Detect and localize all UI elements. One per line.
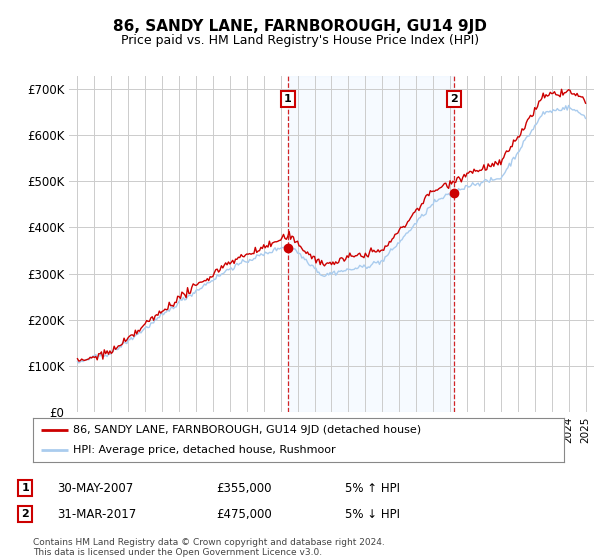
Text: Price paid vs. HM Land Registry's House Price Index (HPI): Price paid vs. HM Land Registry's House …: [121, 34, 479, 47]
Text: 86, SANDY LANE, FARNBOROUGH, GU14 9JD: 86, SANDY LANE, FARNBOROUGH, GU14 9JD: [113, 20, 487, 34]
Text: 2: 2: [22, 509, 29, 519]
Text: 5% ↑ HPI: 5% ↑ HPI: [345, 482, 400, 495]
Text: £355,000: £355,000: [216, 482, 271, 495]
Text: HPI: Average price, detached house, Rushmoor: HPI: Average price, detached house, Rush…: [73, 445, 335, 455]
Text: 1: 1: [22, 483, 29, 493]
Text: 1: 1: [284, 94, 292, 104]
Bar: [288, 76, 454, 412]
Text: 30-MAY-2007: 30-MAY-2007: [57, 482, 133, 495]
Text: 2: 2: [451, 94, 458, 104]
Text: £475,000: £475,000: [216, 507, 272, 521]
Text: 31-MAR-2017: 31-MAR-2017: [57, 507, 136, 521]
Text: 86, SANDY LANE, FARNBOROUGH, GU14 9JD (detached house): 86, SANDY LANE, FARNBOROUGH, GU14 9JD (d…: [73, 425, 421, 435]
Text: 5% ↓ HPI: 5% ↓ HPI: [345, 507, 400, 521]
Text: Contains HM Land Registry data © Crown copyright and database right 2024.
This d: Contains HM Land Registry data © Crown c…: [33, 538, 385, 557]
